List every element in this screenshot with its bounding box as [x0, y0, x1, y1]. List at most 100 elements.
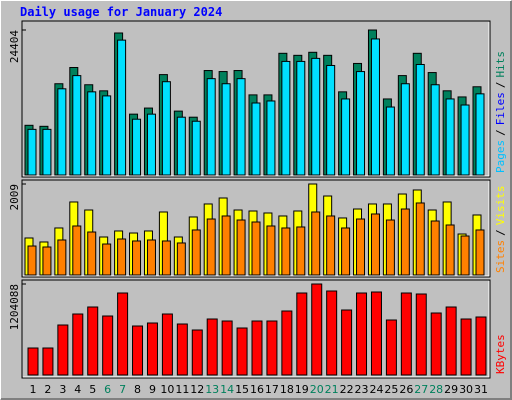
bar: [430, 220, 440, 276]
bar: [356, 218, 366, 276]
bar: [370, 38, 380, 176]
bar: [400, 292, 412, 376]
x-tick-label: 28: [429, 383, 443, 396]
x-tick-label: 17: [265, 383, 279, 396]
bar: [27, 245, 37, 276]
x-tick-label: 29: [444, 383, 458, 396]
bar: [236, 219, 246, 276]
chart-title: Daily usage for January 2024: [20, 5, 222, 19]
x-tick-label: 1: [30, 383, 37, 396]
bar: [176, 116, 186, 176]
x-tick-label: 20: [310, 383, 324, 396]
x-tick-label: 30: [459, 383, 473, 396]
legend: KBytes: [494, 334, 507, 374]
bar: [57, 88, 67, 176]
bar: [27, 128, 37, 176]
bar: [176, 323, 188, 376]
x-tick-label: 15: [235, 383, 249, 396]
bar: [57, 239, 67, 276]
bar: [460, 235, 470, 276]
bar: [72, 313, 84, 376]
x-tick-label: 19: [295, 383, 309, 396]
bar: [475, 229, 485, 276]
bar: [415, 293, 427, 376]
bar: [206, 78, 216, 176]
legend-separator: /: [494, 229, 507, 236]
legend-separator: /: [494, 82, 507, 89]
y-tick-label: 24404: [8, 30, 21, 63]
bar: [266, 320, 278, 376]
bar: [326, 64, 336, 176]
bar: [191, 329, 203, 376]
bar: [400, 83, 410, 176]
bar: [221, 320, 233, 376]
legend: Sites / Visits: [494, 186, 507, 274]
bar: [132, 240, 142, 276]
bar: [161, 313, 173, 376]
x-tick-label: 31: [474, 383, 488, 396]
bar: [475, 316, 487, 376]
bar: [251, 320, 263, 376]
bar: [251, 102, 261, 176]
bar: [415, 63, 425, 176]
bar: [370, 291, 382, 376]
x-tick-label: 12: [190, 383, 204, 396]
bar: [385, 319, 397, 376]
legend: Pages / Files / Hits: [494, 51, 507, 173]
bar: [57, 324, 69, 376]
bar: [385, 219, 395, 276]
bar: [460, 104, 470, 176]
bar: [281, 227, 291, 276]
bar: [341, 98, 351, 176]
x-tick-label: 6: [104, 383, 111, 396]
bar: [281, 310, 293, 376]
bar: [251, 221, 261, 276]
x-tick-label: 25: [384, 383, 398, 396]
bar: [206, 218, 216, 276]
x-tick-label: 18: [280, 383, 294, 396]
bar: [356, 71, 366, 176]
bar: [221, 215, 231, 276]
x-tick-label: 8: [134, 383, 141, 396]
bar: [176, 242, 186, 276]
bar: [281, 60, 291, 176]
bar: [236, 327, 248, 376]
x-tick-label: 13: [205, 383, 219, 396]
x-tick-label: 2: [44, 383, 51, 396]
bar: [132, 118, 142, 176]
bar: [385, 106, 395, 176]
bar: [370, 213, 380, 276]
bar: [87, 306, 99, 376]
bar: [445, 224, 455, 276]
bar: [266, 225, 276, 276]
bar: [221, 83, 231, 176]
bar: [460, 318, 472, 376]
bar: [191, 229, 201, 276]
x-tick-label: 4: [74, 383, 81, 396]
panel-shade: [23, 181, 490, 277]
x-tick-label: 9: [149, 383, 156, 396]
bar: [311, 211, 321, 276]
legend-separator: /: [494, 129, 507, 136]
bar: [326, 290, 338, 376]
bar: [102, 243, 112, 276]
legend-entry: Files: [494, 92, 507, 125]
bar: [296, 60, 306, 176]
bar: [445, 98, 455, 176]
x-tick-label: 21: [325, 383, 339, 396]
bar: [146, 322, 158, 376]
bar: [161, 81, 171, 176]
bar: [326, 215, 336, 276]
bar: [266, 100, 276, 176]
legend-entry: Visits: [494, 186, 507, 226]
bar: [311, 283, 323, 376]
bar: [72, 75, 82, 176]
x-tick-label: 23: [355, 383, 369, 396]
bar: [296, 292, 308, 376]
bar: [102, 95, 112, 176]
x-tick-label: 5: [89, 383, 96, 396]
bar: [236, 78, 246, 176]
bar: [117, 39, 127, 176]
